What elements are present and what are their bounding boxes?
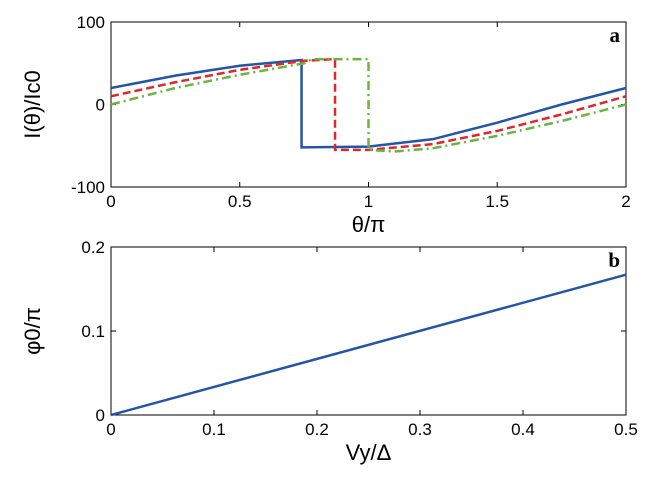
y-tick-label: -100 — [71, 178, 105, 197]
x-axis-label: θ/π — [352, 212, 386, 237]
data-line — [110, 57, 627, 152]
y-axis-label: φ0/π — [20, 307, 45, 355]
x-tick-label: 0.4 — [511, 420, 535, 439]
panel-label: b — [608, 248, 620, 272]
y-tick-label: 100 — [77, 13, 105, 32]
data-line — [110, 273, 627, 417]
y-tick-label: 0 — [96, 406, 105, 425]
x-tick-label: 0.3 — [408, 420, 432, 439]
y-tick-label: 0 — [96, 96, 105, 115]
data-line — [110, 57, 627, 153]
y-axis-label: I(θ)/Ic0 — [20, 70, 45, 138]
x-tick-label: 0 — [106, 192, 115, 211]
x-tick-label: 2 — [621, 192, 630, 211]
panel-label: a — [610, 23, 621, 47]
x-tick-label: 1 — [364, 192, 373, 211]
x-tick-label: 0.1 — [202, 420, 226, 439]
x-tick-label: 0 — [106, 420, 115, 439]
x-axis-label: Vy/Δ — [346, 440, 392, 465]
y-tick-label: 0.2 — [81, 238, 105, 257]
x-tick-label: 0.2 — [305, 420, 329, 439]
x-tick-label: 0.5 — [228, 192, 252, 211]
y-tick-label: 0.1 — [81, 322, 105, 341]
plot-frame — [110, 246, 627, 416]
x-tick-label: 0.5 — [614, 420, 638, 439]
x-tick-label: 1.5 — [485, 192, 509, 211]
